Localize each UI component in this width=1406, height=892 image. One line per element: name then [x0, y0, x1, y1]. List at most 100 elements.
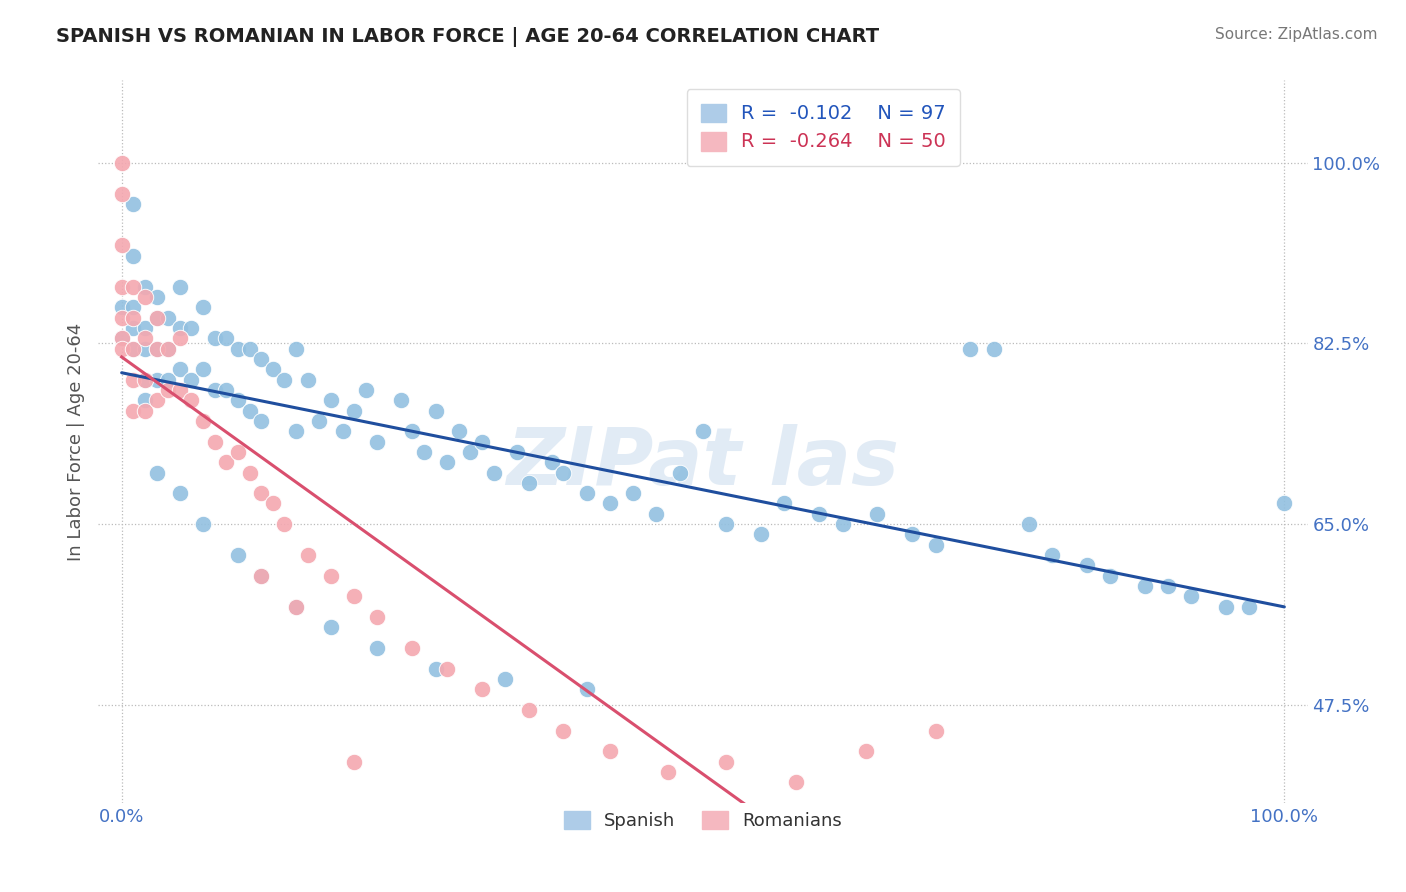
Point	[575, 486, 598, 500]
Point	[343, 403, 366, 417]
Point	[122, 249, 145, 263]
Point	[157, 310, 180, 325]
Point	[111, 310, 134, 325]
Point	[122, 310, 145, 325]
Point	[1098, 568, 1121, 582]
Point	[169, 331, 191, 345]
Point	[180, 373, 202, 387]
Point	[1040, 548, 1063, 562]
Point	[366, 610, 388, 624]
Point	[297, 548, 319, 562]
Point	[215, 455, 238, 469]
Point	[169, 486, 191, 500]
Point	[250, 351, 273, 366]
Point	[553, 466, 575, 480]
Point	[1157, 579, 1180, 593]
Point	[134, 373, 156, 387]
Point	[471, 434, 494, 449]
Point	[134, 342, 156, 356]
Point	[239, 342, 262, 356]
Point	[191, 362, 214, 376]
Point	[111, 331, 134, 345]
Point	[262, 496, 284, 510]
Point	[308, 414, 330, 428]
Point	[204, 434, 226, 449]
Text: ZIPat las: ZIPat las	[506, 425, 900, 502]
Point	[621, 486, 644, 500]
Point	[645, 507, 668, 521]
Point	[413, 445, 436, 459]
Point	[145, 393, 167, 408]
Point	[599, 496, 621, 510]
Point	[145, 466, 167, 480]
Point	[157, 342, 180, 356]
Point	[169, 279, 191, 293]
Point	[134, 290, 156, 304]
Point	[285, 599, 308, 614]
Point	[517, 475, 540, 490]
Point	[716, 755, 738, 769]
Point	[749, 527, 772, 541]
Point	[657, 764, 679, 779]
Point	[250, 568, 273, 582]
Point	[122, 403, 145, 417]
Point	[332, 424, 354, 438]
Point	[191, 517, 214, 532]
Point	[122, 342, 145, 356]
Point	[145, 342, 167, 356]
Point	[215, 383, 238, 397]
Point	[145, 290, 167, 304]
Point	[239, 403, 262, 417]
Point	[599, 744, 621, 758]
Point	[250, 486, 273, 500]
Point	[226, 342, 249, 356]
Point	[436, 455, 458, 469]
Point	[285, 599, 308, 614]
Point	[122, 321, 145, 335]
Point	[668, 466, 690, 480]
Point	[924, 723, 946, 738]
Point	[366, 434, 388, 449]
Point	[169, 383, 191, 397]
Point	[180, 321, 202, 335]
Point	[389, 393, 412, 408]
Point	[866, 507, 889, 521]
Legend: Spanish, Romanians: Spanish, Romanians	[557, 804, 849, 837]
Point	[297, 373, 319, 387]
Point	[215, 331, 238, 345]
Point	[122, 197, 145, 211]
Point	[1239, 599, 1261, 614]
Point	[157, 383, 180, 397]
Point	[831, 517, 853, 532]
Point	[134, 321, 156, 335]
Point	[285, 424, 308, 438]
Point	[425, 403, 447, 417]
Point	[553, 723, 575, 738]
Point	[111, 238, 134, 252]
Point	[204, 331, 226, 345]
Text: SPANISH VS ROMANIAN IN LABOR FORCE | AGE 20-64 CORRELATION CHART: SPANISH VS ROMANIAN IN LABOR FORCE | AGE…	[56, 27, 879, 46]
Point	[460, 445, 482, 459]
Point	[226, 548, 249, 562]
Point	[285, 342, 308, 356]
Point	[401, 424, 423, 438]
Point	[1018, 517, 1040, 532]
Point	[134, 331, 156, 345]
Point	[506, 445, 529, 459]
Point	[366, 640, 388, 655]
Point	[157, 373, 180, 387]
Point	[1180, 590, 1202, 604]
Point	[169, 321, 191, 335]
Point	[447, 424, 470, 438]
Point	[959, 342, 981, 356]
Point	[575, 682, 598, 697]
Point	[785, 775, 807, 789]
Point	[273, 517, 295, 532]
Point	[111, 342, 134, 356]
Point	[226, 393, 249, 408]
Point	[111, 331, 134, 345]
Point	[343, 590, 366, 604]
Point	[924, 538, 946, 552]
Point	[901, 527, 924, 541]
Point	[517, 703, 540, 717]
